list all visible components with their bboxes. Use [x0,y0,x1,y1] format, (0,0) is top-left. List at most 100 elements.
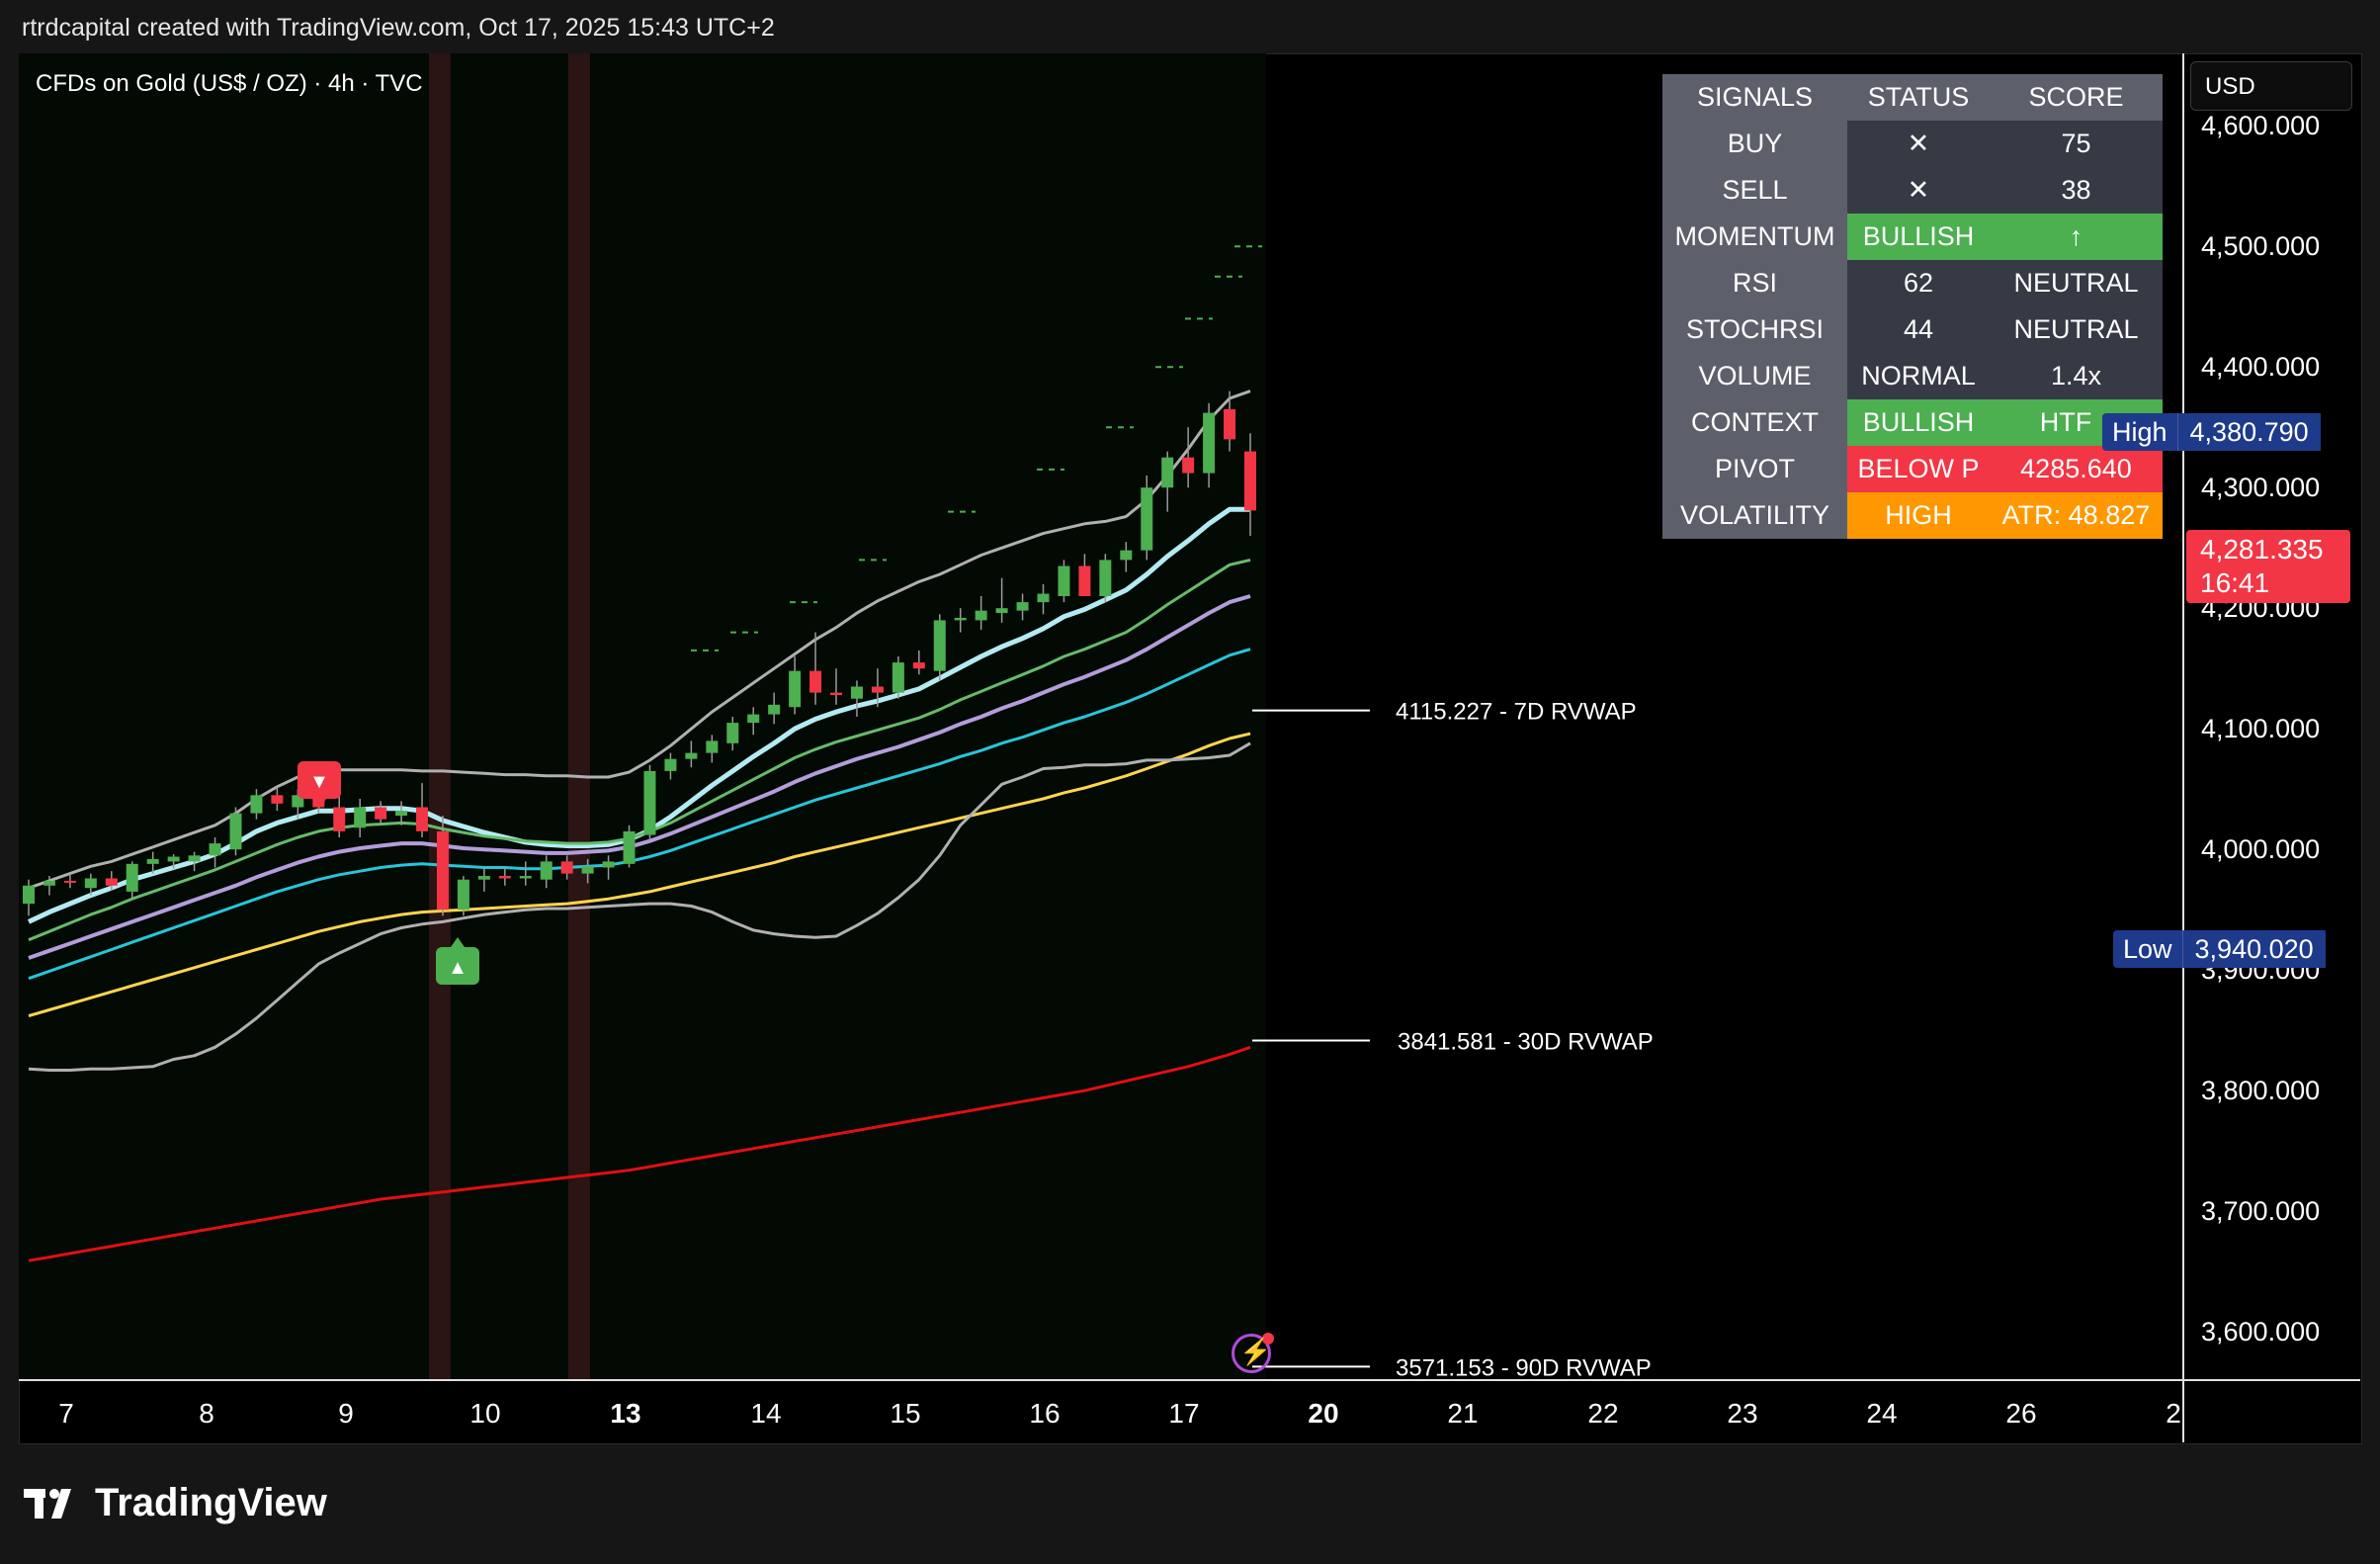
candle-bearish [871,686,884,693]
signals-table: SIGNALS STATUS SCORE BUY ✕ 75 SELL ✕ 38 MOMENT… [1662,74,2163,539]
price-axis-label: 3,800.000 [2201,1076,2320,1105]
signal-score: NEUTRAL [1989,306,2163,353]
low-price-tag: Low 3,940.020 [2113,930,2326,968]
price-axis-label: 4,500.000 [2201,231,2320,261]
signal-score: 4285.640 [1989,446,2163,492]
candle-bullish [623,830,636,864]
time-axis-label: 9 [338,1398,354,1429]
candle-bullish [457,879,469,911]
alert-bolt-icon[interactable] [1232,1333,1274,1373]
price-chart[interactable]: 4,600.0004,500.0004,400.0004,300.0004,20… [19,53,2360,1442]
price-axis-label: 4,600.000 [2201,111,2320,140]
time-axis-label: 10 [469,1398,500,1429]
sell-arrow-icon: ▼ [309,771,329,793]
candle-bearish [1224,408,1236,440]
header-score: SCORE [1989,74,2163,121]
signal-label: STOCHRSI [1662,306,1847,353]
buy-marker-box [436,947,479,985]
candle-bullish [146,858,159,864]
candle-bullish [706,740,719,753]
candle-bearish [333,807,346,831]
signal-row-pivot: PIVOT BELOW P 4285.640 [1662,446,2163,492]
time-axis-label: 8 [199,1398,214,1429]
price-axis-label: 4,000.000 [2201,834,2320,864]
signal-status: 62 [1847,260,1990,306]
candle-bullish [519,876,532,879]
signal-label: SELL [1662,167,1847,214]
candle-bullish [581,866,594,874]
candle-bearish [1244,451,1256,511]
candle-bullish [167,856,180,862]
buy-marker-pointer [451,937,465,947]
signal-row-stochrsi: STOCHRSI 44 NEUTRAL [1662,306,2163,353]
series-line-bb-lower [28,741,1251,1072]
time-axis-label: 17 [1168,1398,1199,1429]
candle-bearish [375,807,387,820]
candle-bullish [643,770,656,835]
signal-score: 1.4x [1989,353,2163,399]
candle-bullish [1161,457,1174,488]
tradingview-logo: TradingView [24,1481,327,1525]
candle-bullish [747,714,760,724]
series-line-ema-mid [28,558,1251,942]
signal-label: MOMENTUM [1662,214,1847,260]
time-axis-label: 26 [2005,1398,2036,1429]
signal-score: 75 [1989,121,2163,167]
candle-bullish [42,880,55,886]
price-axis-label: 4,300.000 [2201,473,2320,502]
notification-dot [1262,1333,1274,1345]
signal-score: ATR: 48.827 [1989,492,2163,539]
signal-row-rsi: RSI 62 NEUTRAL [1662,260,2163,306]
signal-status: 44 [1847,306,1990,353]
candle-bearish [63,880,76,883]
high-label: High [2102,413,2177,451]
history-background [19,53,1266,1380]
candle-bullish [354,807,367,828]
candle-bullish [209,843,221,856]
candle-bearish [498,876,511,879]
time-axis-label: 7 [58,1398,74,1429]
last-price-tag: 4,281.335 16:41 [2186,530,2350,603]
candle-bullish [23,885,35,905]
candle-bullish [1037,593,1050,603]
signal-row-context: CONTEXT BULLISH HTF ↑ [1662,399,2163,446]
high-price-tag: High 4,380.790 [2102,413,2321,451]
chart-caption: rtrdcapital created with TradingView.com… [22,14,775,42]
price-axis-label: 3,600.000 [2201,1317,2320,1347]
candle-bullish [1141,487,1153,551]
session-band [429,53,451,1380]
candle-bearish [809,670,822,693]
signal-row-momentum: MOMENTUM BULLISH ↑ [1662,214,2163,260]
signal-status: HIGH [1847,492,1990,539]
signal-status: BELOW P [1847,446,1990,492]
header-status: STATUS [1847,74,1990,121]
header-signals: SIGNALS [1662,74,1847,121]
candle-bullish [768,704,781,715]
series-line-ema-yellow [28,732,1251,1018]
rvwap-label-d30: 3841.581 - 30D RVWAP [1398,1028,1654,1055]
price-axis-label: 4,100.000 [2201,714,2320,743]
time-axis-label: 14 [750,1398,781,1429]
candle-bullish [126,863,138,892]
low-label: Low [2113,930,2182,968]
sell-marker-box [298,761,341,799]
candle-bullish [789,670,802,708]
buy-arrow-icon: ▲ [448,957,468,979]
footer-brand: TradingView [95,1481,327,1524]
signal-label: VOLUME [1662,353,1847,399]
signal-status: ✕ [1847,167,1990,214]
low-value: 3,940.020 [2181,930,2326,968]
signal-status: ✕ [1847,121,1990,167]
signal-row-buy: BUY ✕ 75 [1662,121,2163,167]
candle-bullish [1016,602,1029,611]
signal-status: BULLISH [1847,214,1990,260]
candle-bullish [188,855,201,862]
candle-bullish [602,861,615,868]
rvwap-label-d90: 3571.153 - 90D RVWAP [1396,1354,1652,1381]
series-line-ema-lavender [28,594,1251,960]
signal-label: PIVOT [1662,446,1847,492]
candle-bearish [271,795,284,804]
currency-selector[interactable]: USD [2190,61,2352,111]
signal-status: NORMAL [1847,353,1990,399]
signal-label: VOLATILITY [1662,492,1847,539]
